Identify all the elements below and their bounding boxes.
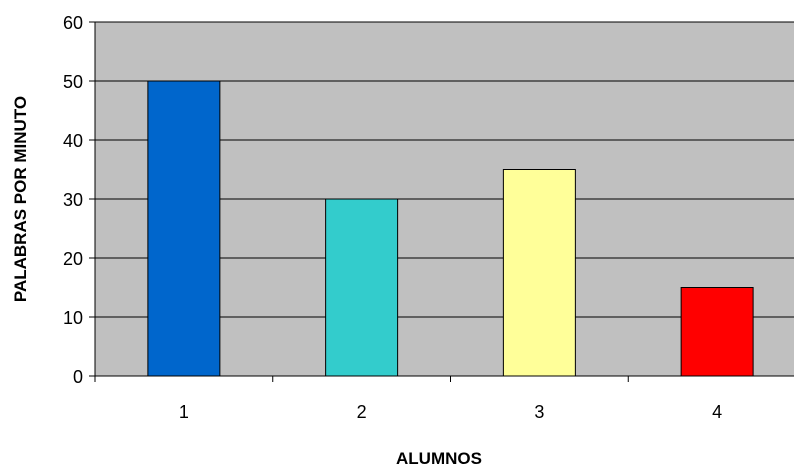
y-tick-label: 10 xyxy=(63,308,83,328)
bar-3 xyxy=(502,169,576,377)
y-tick-label: 40 xyxy=(63,131,83,151)
y-tick-label: 20 xyxy=(63,249,83,269)
y-tick-label: 0 xyxy=(73,367,83,387)
x-tick-labels: 1 2 3 4 xyxy=(179,402,722,422)
x-tick-label: 1 xyxy=(179,402,189,422)
axes xyxy=(89,21,794,382)
y-tick-label: 60 xyxy=(63,13,83,33)
x-tick-label: 4 xyxy=(712,402,722,422)
y-tick-labels: 0 10 20 30 40 50 60 xyxy=(63,13,83,387)
y-tick-label: 30 xyxy=(63,190,83,210)
bar-1 xyxy=(147,80,221,377)
x-axis-title: ALUMNOS xyxy=(396,449,482,468)
y-axis-title: PALABRAS POR MINUTO xyxy=(11,96,30,302)
bar-2 xyxy=(325,198,399,377)
y-tick-label: 50 xyxy=(63,72,83,92)
x-tick-label: 3 xyxy=(534,402,544,422)
x-tick-label: 2 xyxy=(357,402,367,422)
bar-4 xyxy=(680,287,754,377)
